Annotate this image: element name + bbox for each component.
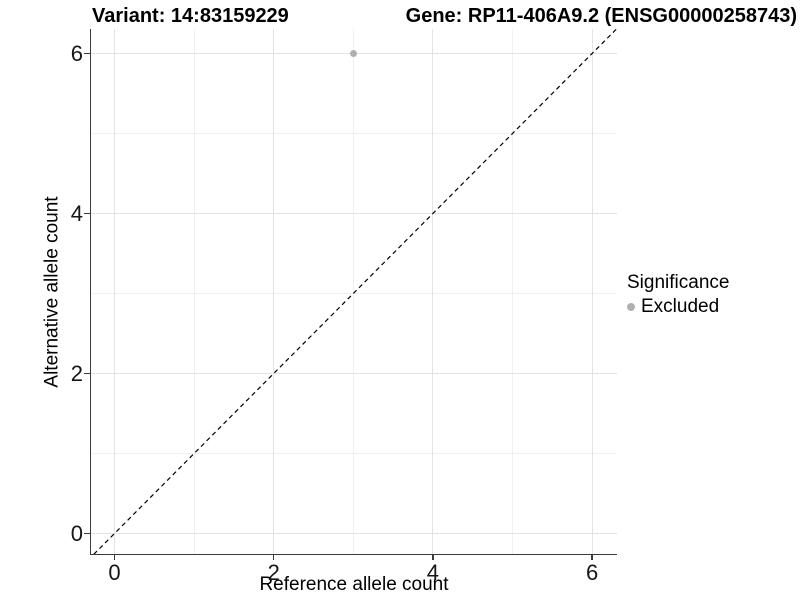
x-tick-mark bbox=[113, 554, 116, 560]
gridline-minor-x bbox=[512, 29, 513, 554]
gridline-major-x bbox=[273, 29, 275, 554]
x-tick-mark bbox=[273, 554, 275, 560]
y-tick-label: 0 bbox=[70, 520, 83, 546]
gridline-minor-x bbox=[352, 29, 354, 554]
plot-panel: Reference allele count 0 2 4 6 0 2 4 6 bbox=[71, 29, 617, 595]
panel-clip bbox=[91, 29, 617, 554]
gridline-major-x bbox=[432, 29, 434, 554]
data-point-excluded bbox=[349, 50, 357, 57]
y-tick-label: 2 bbox=[70, 360, 83, 386]
y-tick-mark bbox=[83, 372, 90, 375]
gridline-minor-y bbox=[91, 133, 617, 134]
gridline-minor-y bbox=[91, 453, 617, 454]
gridline-major-y bbox=[91, 533, 617, 534]
x-tick-mark bbox=[432, 554, 434, 560]
gridline-minor-x bbox=[193, 29, 195, 554]
legend-point-icon bbox=[627, 303, 635, 311]
gridline-major-x bbox=[591, 29, 593, 554]
variant-title: Variant: 14:83159229 bbox=[92, 5, 289, 27]
gene-title: Gene: RP11-406A9.2 (ENSG00000258743) bbox=[405, 5, 797, 27]
y-tick-label: 6 bbox=[70, 40, 83, 66]
gridline-major-y bbox=[91, 373, 617, 374]
y-tick-label: 4 bbox=[70, 200, 83, 226]
x-tick-label: 0 bbox=[108, 560, 121, 585]
x-axis-title: Reference allele count bbox=[259, 574, 449, 595]
legend-title: Significance bbox=[627, 272, 730, 293]
identity-line-layer bbox=[93, 29, 617, 554]
y-axis-title-wrap: Alternative allele count bbox=[40, 29, 66, 554]
x-tick-label: 2 bbox=[267, 560, 280, 585]
legend-entry-label: Excluded bbox=[641, 296, 720, 317]
y-tick-mark bbox=[83, 532, 90, 535]
gridline-major-y bbox=[91, 213, 617, 214]
gridline-major-x bbox=[114, 29, 115, 554]
identity-line bbox=[93, 29, 617, 554]
x-tick-label: 4 bbox=[426, 560, 440, 585]
x-tick-label: 6 bbox=[585, 560, 599, 585]
y-tick-mark bbox=[83, 212, 90, 215]
x-tick-mark bbox=[591, 554, 593, 560]
legend-entry-excluded: Excluded bbox=[627, 296, 729, 318]
legend: Significance Excluded bbox=[627, 271, 729, 318]
y-tick-mark bbox=[83, 52, 90, 55]
